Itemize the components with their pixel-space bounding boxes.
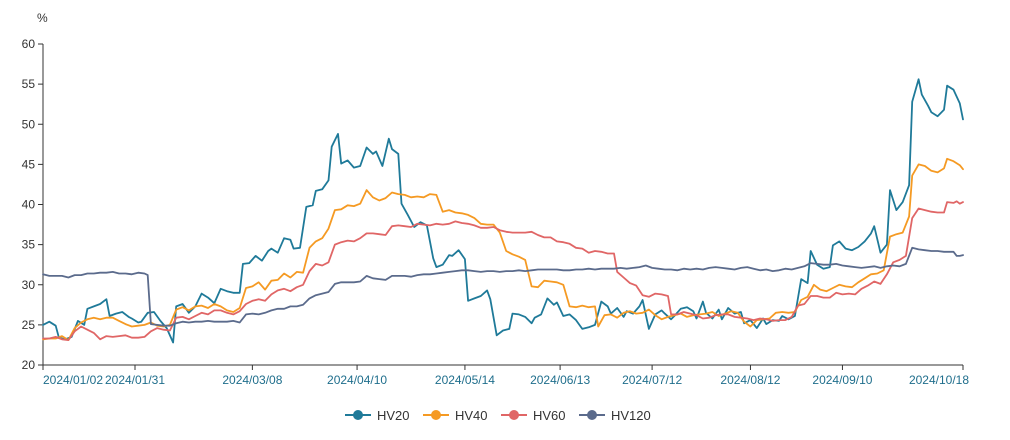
legend-swatch-dot [509, 410, 519, 420]
x-tick-label: 2024/01/02 [43, 373, 103, 387]
y-tick-label: 20 [22, 358, 36, 372]
series-line-hv60 [42, 200, 964, 342]
legend-item-hv60[interactable]: HV60 [501, 408, 566, 423]
legend: HV20 HV40 HV60 HV120 [345, 408, 651, 423]
y-tick-label: 40 [22, 198, 36, 212]
x-tick-label: 2024/06/13 [530, 373, 590, 387]
legend-label: HV20 [377, 408, 410, 423]
legend-swatch-dot [431, 410, 441, 420]
y-tick-label: 45 [22, 157, 36, 171]
y-tick-label: 30 [22, 278, 36, 292]
y-tick-label: 35 [22, 238, 36, 252]
x-tick-label: 2024/07/12 [622, 373, 682, 387]
series-line-hv20 [42, 78, 964, 344]
legend-swatch-dot [353, 410, 363, 420]
x-tick-label: 2024/04/10 [327, 373, 387, 387]
x-tick-label: 2024/01/31 [105, 373, 165, 387]
legend-swatch-dot [587, 410, 597, 420]
legend-label: HV40 [455, 408, 488, 423]
legend-label: HV60 [533, 408, 566, 423]
x-tick-label: 2024/05/14 [435, 373, 495, 387]
x-tick-label: 2024/10/18 [909, 373, 969, 387]
y-tick-label: 60 [22, 37, 36, 51]
legend-item-hv120[interactable]: HV120 [579, 408, 651, 423]
legend-item-hv20[interactable]: HV20 [345, 408, 410, 423]
series-layer [42, 78, 964, 344]
series-line-hv40 [42, 157, 964, 342]
y-tick-label: 50 [22, 117, 36, 131]
x-tick-label: 2024/08/12 [720, 373, 780, 387]
x-tick-label: 2024/09/10 [812, 373, 872, 387]
x-axis: 2024/01/02 2024/01/31 2024/03/08 2024/04/10… [42, 364, 969, 387]
series-line-hv120 [42, 246, 964, 327]
y-axis-unit-label: % [37, 11, 48, 25]
x-tick-label: 2024/03/08 [222, 373, 282, 387]
y-tick-label: 25 [22, 318, 36, 332]
legend-label: HV120 [611, 408, 651, 423]
legend-item-hv40[interactable]: HV40 [423, 408, 488, 423]
y-tick-label: 55 [22, 77, 36, 91]
y-axis: 20 25 30 35 40 45 50 55 60 [22, 37, 44, 372]
